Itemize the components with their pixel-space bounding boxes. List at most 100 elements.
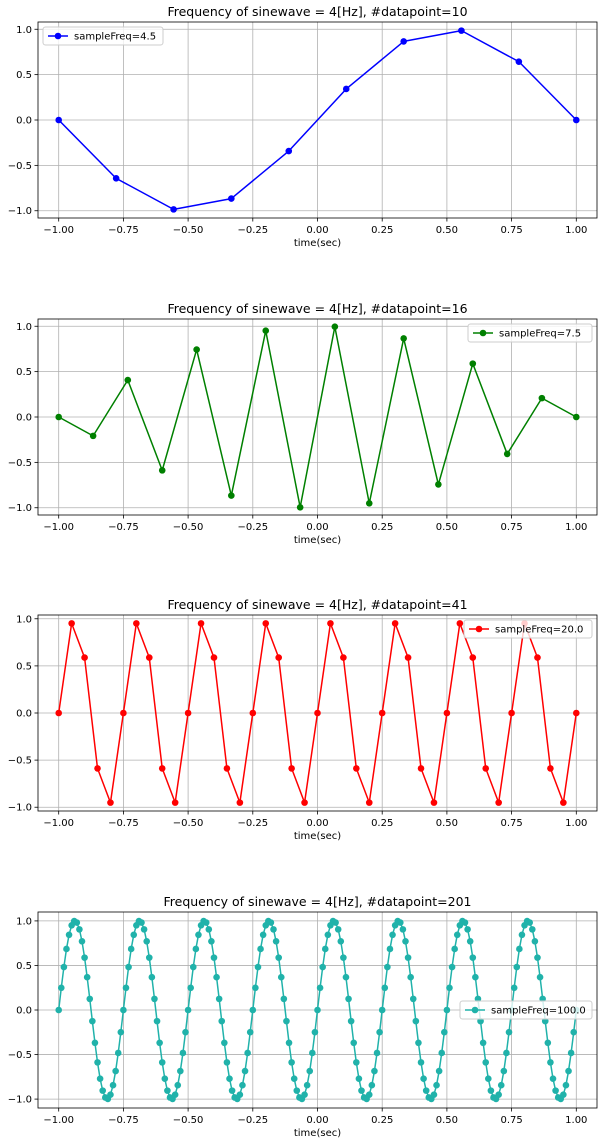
data-point xyxy=(508,709,515,717)
data-point xyxy=(55,413,63,421)
data-point xyxy=(536,973,544,981)
data-point xyxy=(158,1059,166,1066)
data-point xyxy=(547,765,554,772)
data-point xyxy=(290,1075,298,1082)
data-point xyxy=(560,799,567,806)
legend-label: sampleFreq=100.0 xyxy=(491,1006,586,1017)
series-1 xyxy=(55,917,580,1103)
data-point xyxy=(565,1067,572,1075)
data-point xyxy=(487,1087,495,1094)
x-tick-label: −0.75 xyxy=(108,522,139,533)
data-point xyxy=(226,1075,233,1082)
y-tick-label: −1.0 xyxy=(8,503,32,514)
legend: sampleFreq=4.5 xyxy=(42,26,164,46)
data-point xyxy=(500,1067,508,1075)
data-point xyxy=(221,1039,228,1047)
data-point xyxy=(518,931,526,939)
data-point xyxy=(301,1091,308,1099)
chart-1: −1.00 −0.75 −0.50 −0.25 0.00 0.25 0.50 0.75 1.00… xyxy=(8,4,598,249)
data-point xyxy=(417,765,425,772)
x-tick-label: 0.75 xyxy=(500,1115,522,1126)
data-point xyxy=(270,926,277,933)
x-tick-label: −0.50 xyxy=(173,818,204,829)
data-point xyxy=(140,926,148,933)
data-point xyxy=(515,58,523,65)
data-point xyxy=(73,919,81,926)
x-tick-label: −0.50 xyxy=(173,522,204,533)
y-tick-label: 0.5 xyxy=(16,70,32,81)
data-point xyxy=(91,1039,99,1047)
legend-box xyxy=(459,1000,593,1020)
data-point xyxy=(170,206,177,213)
x-tick-label: 0.00 xyxy=(306,225,328,236)
x-tick-label: 0.75 xyxy=(500,818,522,829)
data-point xyxy=(378,709,386,717)
x-tick-label: 0.50 xyxy=(436,1115,458,1126)
data-point xyxy=(384,963,391,971)
data-point xyxy=(549,1075,557,1082)
data-point xyxy=(81,654,88,661)
data-point xyxy=(205,926,213,933)
axes-frame xyxy=(37,318,598,516)
data-point xyxy=(107,1091,114,1099)
data-point xyxy=(495,799,502,806)
legend: sampleFreq=20.0 xyxy=(463,619,593,639)
data-point xyxy=(353,1059,360,1066)
data-point xyxy=(332,919,339,926)
data-point xyxy=(208,938,215,945)
data-point xyxy=(306,1067,314,1075)
data-point xyxy=(505,1028,513,1036)
data-point xyxy=(228,195,235,202)
data-point xyxy=(381,984,389,992)
data-point xyxy=(215,995,223,1003)
data-point xyxy=(311,1028,319,1036)
data-point xyxy=(164,1087,171,1094)
data-point xyxy=(68,620,75,627)
x-tick-label: −1.00 xyxy=(43,1115,74,1126)
data-point xyxy=(285,147,293,155)
data-point xyxy=(174,1081,182,1089)
x-tick-label: 1.00 xyxy=(565,522,587,533)
x-axis-label: time(sec) xyxy=(294,831,341,842)
y-tick-label: −1.0 xyxy=(8,206,32,217)
y-tick-label: 1.0 xyxy=(16,916,32,927)
series-line xyxy=(58,29,577,211)
data-point xyxy=(239,1081,246,1089)
data-point xyxy=(171,799,179,806)
data-point xyxy=(112,175,120,182)
data-point xyxy=(391,620,399,627)
data-point xyxy=(179,1049,187,1057)
data-point xyxy=(345,995,352,1003)
data-point xyxy=(143,938,150,945)
legend-label: sampleFreq=7.5 xyxy=(499,329,581,340)
data-point xyxy=(472,973,479,981)
data-point xyxy=(133,620,140,627)
data-point xyxy=(192,945,200,953)
data-point xyxy=(469,954,477,961)
data-point xyxy=(353,765,360,772)
data-point xyxy=(526,919,534,926)
data-point xyxy=(202,919,210,926)
data-point xyxy=(400,38,407,45)
data-point xyxy=(331,323,339,331)
data-point xyxy=(309,1049,316,1057)
legend-box xyxy=(42,26,164,46)
data-point xyxy=(288,765,295,772)
data-point xyxy=(189,963,197,971)
data-point xyxy=(438,1049,446,1057)
data-point xyxy=(275,954,282,961)
data-point xyxy=(365,499,373,507)
data-point xyxy=(94,765,101,772)
data-point xyxy=(516,945,523,953)
data-point xyxy=(422,1087,430,1094)
x-tick-label: −0.75 xyxy=(108,225,139,236)
x-tick-label: −0.50 xyxy=(173,225,204,236)
x-axis-label: time(sec) xyxy=(294,1128,341,1139)
data-point xyxy=(89,1017,96,1025)
data-point xyxy=(120,1006,127,1014)
data-point xyxy=(120,709,127,717)
data-point xyxy=(342,973,350,981)
x-tick-label: 1.00 xyxy=(565,818,587,829)
data-point xyxy=(443,709,451,717)
data-point xyxy=(55,116,63,124)
